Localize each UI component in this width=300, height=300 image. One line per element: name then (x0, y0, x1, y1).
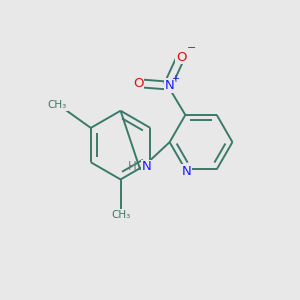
Text: O: O (133, 77, 143, 90)
Text: CH₃: CH₃ (48, 100, 67, 110)
Text: N: N (142, 160, 152, 173)
Text: −: − (187, 43, 196, 53)
Text: N: N (165, 79, 175, 92)
Text: H: H (128, 160, 136, 173)
Text: CH₃: CH₃ (111, 210, 130, 220)
Text: O: O (176, 50, 187, 64)
Text: N: N (182, 165, 191, 178)
Text: +: + (172, 74, 179, 84)
